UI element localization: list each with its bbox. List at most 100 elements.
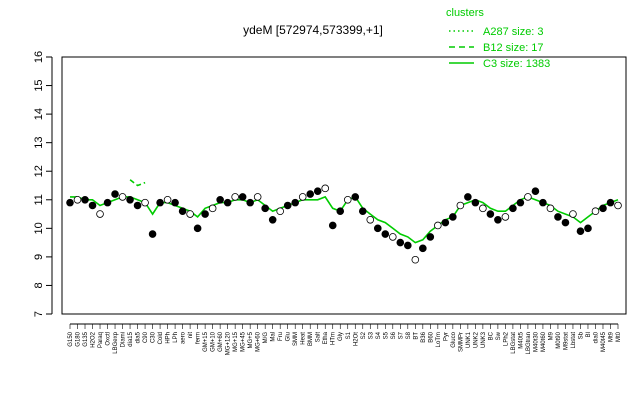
x-tick-label: Paraq [98, 332, 104, 348]
x-tick-label: GM+15 [203, 331, 209, 352]
x-tick-label: Mt9 [608, 331, 614, 342]
x-tick-label: S1 [346, 331, 352, 339]
data-point [238, 193, 247, 201]
data-point [358, 207, 367, 216]
x-tick-label: G180 [76, 331, 82, 346]
data-point [599, 204, 607, 213]
x-tick-label: M0t90 [556, 331, 562, 348]
data-point [246, 198, 254, 207]
y-tick-label: 16 [33, 51, 45, 63]
data-point [343, 195, 352, 204]
data-point [456, 201, 465, 210]
x-tick-label: Heat [301, 332, 307, 345]
data-point [554, 213, 562, 221]
x-tick-label: LPh [173, 332, 179, 343]
data-point [178, 207, 187, 216]
data-point [576, 227, 585, 235]
x-tick-label: Pyr [443, 332, 449, 341]
x-tick-label: S8 [406, 331, 412, 339]
x-tick-label: C90 [143, 331, 149, 343]
y-tick-label: 11 [33, 194, 45, 205]
x-tick-label: UNK3 [481, 331, 487, 348]
x-tick-label: MG+45 [241, 331, 247, 352]
y-tick-label: 10 [33, 222, 45, 234]
x-tick-label: SMMPr [458, 332, 464, 352]
data-point [156, 198, 164, 207]
data-point [96, 210, 104, 218]
x-tick-label: Cold [158, 332, 164, 344]
data-point [306, 190, 315, 198]
y-tick-label: 9 [33, 254, 45, 260]
x-tick-label: GM+60 [218, 331, 224, 352]
data-point [591, 207, 600, 216]
data-point [516, 198, 525, 207]
legend-label: B12 size: 17 [483, 42, 544, 54]
x-tick-label: Bl [586, 332, 592, 337]
x-tick-label: B60 [428, 331, 434, 342]
x-tick-label: LBGtran [526, 332, 532, 354]
data-point [81, 195, 89, 204]
series-line-dashed [129, 179, 146, 187]
data-point [441, 218, 450, 227]
data-point [464, 193, 472, 201]
x-tick-label: Mal [271, 332, 277, 342]
x-tick-label: nit [188, 332, 194, 339]
data-point [373, 224, 382, 233]
data-point [148, 230, 157, 238]
data-point [426, 233, 435, 241]
x-tick-label: Lbstat [571, 332, 577, 349]
x-tick-label: LBGexp [113, 331, 119, 353]
x-tick-label: H2O2 [91, 331, 97, 347]
x-tick-label: HPh [166, 332, 172, 344]
data-point [351, 193, 360, 201]
x-tick-label: LBGstat [511, 332, 517, 354]
legend-entry: A287 size: 3 [449, 26, 544, 38]
data-point [531, 187, 540, 196]
legend-entry: B12 size: 17 [449, 42, 544, 54]
legend: clusters A287 size: 3 B12 size: 17 C3 si… [446, 7, 550, 70]
x-tick-label: M40t45 [601, 331, 607, 352]
x-tick-label: UNK2 [473, 331, 479, 348]
data-point [539, 198, 547, 207]
x-tick-label: G150 [68, 331, 74, 346]
data-point [268, 215, 277, 224]
y-tick-label: 7 [33, 311, 45, 317]
x-tick-label: S4 [376, 331, 382, 339]
x-tick-label: Salt [316, 332, 322, 343]
data-point [118, 193, 127, 201]
x-tick-label: Oxctl [106, 332, 112, 346]
data-point [88, 201, 97, 210]
x-tick-label: Mt0 [616, 331, 622, 342]
data-point [336, 207, 345, 216]
legend-title: clusters [446, 7, 484, 19]
data-point [261, 204, 269, 213]
x-tick-label: Diami [121, 332, 127, 347]
data-point [253, 193, 262, 201]
y-tick-label: 15 [33, 79, 45, 91]
data-point [419, 244, 427, 253]
data-point [283, 201, 292, 210]
x-tick-label: Sb [578, 331, 584, 339]
x-tick-label: dia15 [128, 331, 134, 346]
x-tick-label: Sw [496, 331, 502, 340]
data-point [103, 198, 112, 207]
x-tick-label: dia0 [593, 331, 599, 343]
data-point [404, 241, 412, 250]
y-tick-label: 8 [33, 282, 45, 288]
x-tick-label: M40t5 [518, 331, 524, 348]
y-tick-label: 12 [33, 165, 45, 177]
x-tick-label: Fru [278, 332, 284, 341]
x-tick-label: M40t60 [541, 331, 547, 352]
x-tick-label: S2 [361, 331, 367, 339]
data-point [396, 238, 405, 247]
x-tick-label: M9 [548, 331, 554, 340]
plot-frame [61, 56, 627, 315]
data-point [201, 210, 209, 218]
data-point [449, 213, 457, 221]
x-tick-label: M9stat [563, 332, 569, 350]
data-point [479, 204, 487, 213]
x-tick-label: LoTm [436, 332, 442, 347]
x-tick-label: UNK1 [466, 331, 472, 348]
data-point [388, 233, 397, 241]
